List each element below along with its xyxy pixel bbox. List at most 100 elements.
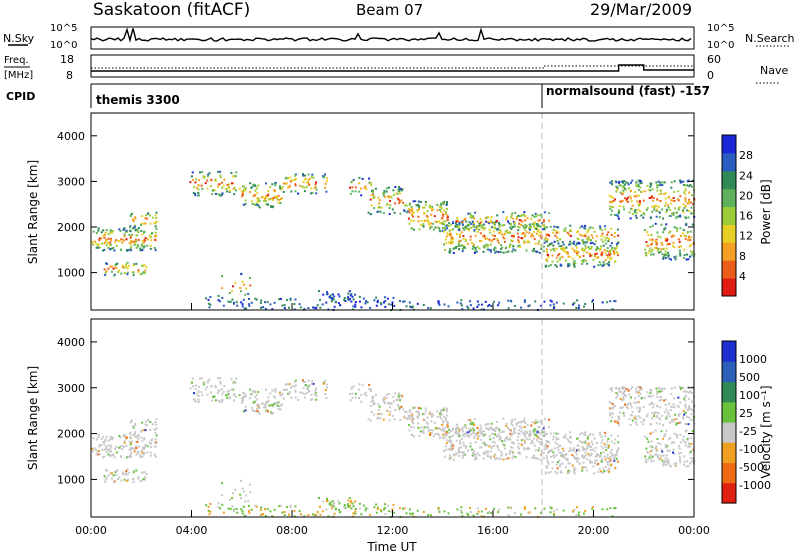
velocity-cell [662,462,665,465]
velocity-cell [388,413,391,416]
velocity-cell [484,423,487,426]
power-cell [523,299,526,302]
power-cell [599,247,602,250]
velocity-cell [219,377,222,380]
power-cell [443,303,446,306]
power-cell [604,225,607,228]
velocity-cell [491,440,494,443]
power-cell [128,234,131,236]
power-cell [559,238,562,241]
velocity-cell [665,460,668,463]
power-cell [609,200,611,203]
power-cell [267,189,270,192]
power-cell [610,227,613,230]
velocity-cell [518,425,521,428]
velocity-cell [655,450,658,453]
velocity-cell [546,432,548,435]
power-cell [670,199,673,202]
power-cell [644,248,647,251]
power-cell [448,250,451,253]
power-cell [581,225,584,228]
velocity-cell [252,390,255,393]
power-cell [412,228,415,231]
power-cell [333,305,336,308]
power-cell [367,211,370,214]
velocity-cell [424,410,427,413]
power-cell [315,192,318,195]
velocity-cell [438,434,441,437]
velocity-cell [534,507,537,510]
y-tick-label: 4000 [57,130,85,143]
velocity-cell [686,386,689,389]
power-cell [549,264,552,266]
power-cell [657,247,660,250]
velocity-cell [590,454,593,457]
power-cell [648,249,651,252]
velocity-cell [617,424,620,427]
power-cell [405,204,408,207]
velocity-cell [665,454,668,457]
power-cell [221,296,224,299]
power-cell [489,219,492,222]
power-cell [509,232,512,235]
power-cell [661,243,664,246]
power-cell [137,244,140,247]
velocity-cell [398,408,401,411]
power-cell [572,262,575,265]
velocity-cell [360,400,363,403]
power-cell [584,227,587,230]
velocity-cell [378,408,380,411]
power-cell [581,240,584,243]
power-cell [422,225,425,228]
power-cell [140,224,142,226]
velocity-cell [143,471,146,474]
power-cell [618,180,621,183]
power-cell [638,204,640,207]
velocity-cell [480,427,483,430]
power-cell [518,222,521,225]
velocity-cell [439,428,441,431]
power-cell [556,236,559,239]
velocity-cell [141,421,144,424]
power-cell [463,226,466,229]
power-cell [568,255,571,258]
velocity-cell [462,444,465,447]
power-cell [567,263,570,266]
power-cell [683,248,686,251]
velocity-cell [231,497,233,499]
power-cell [651,210,654,213]
power-cell [616,228,619,231]
velocity-cell [501,431,504,434]
power-cell [235,189,237,192]
power-cell [445,235,448,238]
velocity-cell [571,448,574,451]
velocity-cell [255,505,258,508]
power-cell [489,249,492,252]
colorbar-swatch [722,401,736,423]
velocity-cell [474,453,477,456]
velocity-cell [657,390,660,393]
power-cell [635,184,638,187]
power-cell [371,194,374,197]
power-cell [240,272,243,275]
velocity-cell [564,434,567,436]
velocity-cell [616,435,619,438]
power-cell [679,254,682,257]
power-cell [625,181,628,184]
velocity-cell [274,402,276,404]
power-cell [378,206,381,209]
velocity-cell [589,448,592,451]
velocity-cell [458,454,460,457]
power-cell [645,241,648,243]
power-cell [492,230,495,233]
velocity-cell [91,447,94,450]
power-cell [511,234,514,237]
velocity-cell [497,457,500,460]
velocity-cell [262,513,265,515]
velocity-cell [478,431,480,434]
velocity-cell [546,440,548,443]
velocity-cell [489,427,492,430]
velocity-cell [609,507,612,510]
velocity-cell [257,404,260,406]
power-cell [528,223,531,226]
